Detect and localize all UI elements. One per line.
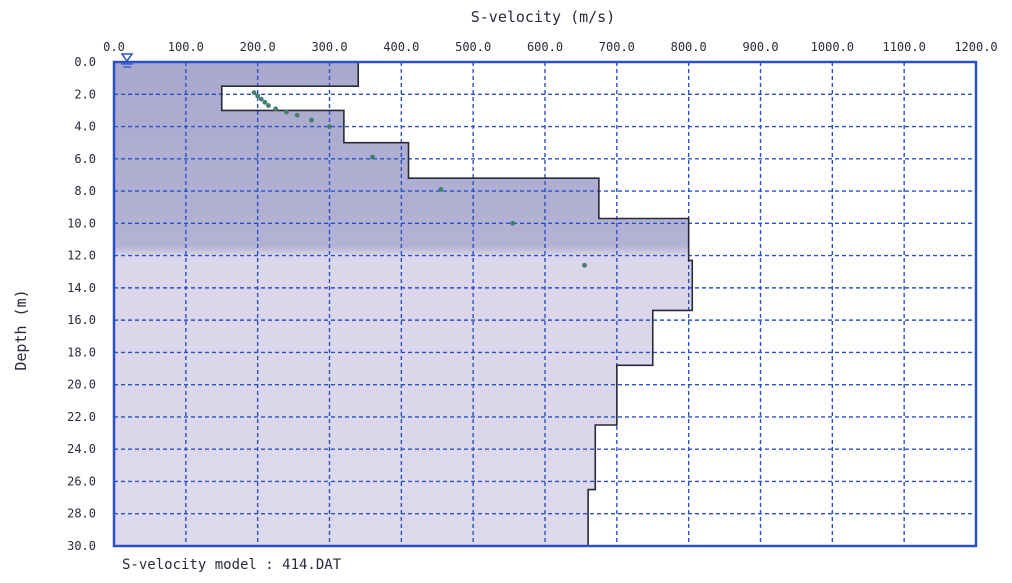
observed-point: [284, 109, 289, 115]
observed-point: [273, 106, 279, 112]
y-tick-label: 10.0: [67, 216, 96, 230]
plot-frame: [112, 60, 978, 548]
x-tick-label: 800.0: [671, 40, 707, 54]
y-tick-label: 16.0: [67, 313, 96, 327]
y-tick-label: 12.0: [67, 249, 96, 263]
observed-point: [251, 90, 257, 96]
x-tick-label: 100.0: [168, 40, 204, 54]
y-tick-label: 6.0: [74, 152, 96, 166]
y-tick-label: 8.0: [74, 184, 96, 198]
observed-point: [262, 99, 268, 105]
observed-point: [327, 124, 332, 129]
observed-point: [510, 220, 516, 226]
y-tick-label: 26.0: [67, 474, 96, 488]
observed-point: [294, 112, 300, 118]
y-tick-label: 14.0: [67, 281, 96, 295]
surface-triangle-icon: [120, 53, 134, 63]
observed-point: [438, 187, 444, 192]
surface-marker: [120, 53, 134, 68]
velocity-model-line: [220, 62, 694, 546]
y-tick-label: 2.0: [74, 87, 96, 101]
observed-point: [266, 103, 271, 108]
x-tick-label: 300.0: [311, 40, 347, 54]
observed-point: [255, 93, 261, 99]
x-tick-label: 900.0: [742, 40, 778, 54]
model-step-line: [220, 62, 694, 546]
velocity-area: [114, 62, 693, 546]
y-tick-label: 20.0: [67, 378, 96, 392]
x-tick-label: 500.0: [455, 40, 491, 54]
observed-point: [309, 117, 314, 123]
x-tick-labels: 0.0 100.0 200.0 300.0 400.0 500.0 600.0 700.0 80…: [103, 40, 998, 54]
y-tick-label: 0.0: [74, 55, 96, 69]
x-tick-label: 200.0: [240, 40, 276, 54]
y-tick-label: 28.0: [67, 507, 96, 521]
y-tick-labels: 0.0 2.0 4.0 6.0 8.0 10.0 12.0 14.0 16.0 18.0 20.0 2…: [67, 55, 96, 553]
observed-point: [582, 262, 587, 268]
x-tick-label: 400.0: [383, 40, 419, 54]
y-tick-label: 24.0: [67, 442, 96, 456]
observed-point: [258, 96, 264, 102]
x-tick-label: 1000.0: [811, 40, 854, 54]
y-axis-label: Depth (m): [12, 289, 30, 370]
x-tick-label: 0.0: [103, 40, 125, 54]
observed-point: [370, 154, 375, 160]
x-tick-label: 600.0: [527, 40, 563, 54]
grid-lines: [114, 62, 976, 546]
y-tick-label: 22.0: [67, 410, 96, 424]
velocity-fill: [114, 62, 693, 546]
x-tick-label: 1200.0: [954, 40, 997, 54]
x-tick-label: 1100.0: [882, 40, 925, 54]
chart-title: S-velocity (m/s): [471, 8, 616, 26]
observed-points: [251, 90, 587, 268]
y-tick-label: 30.0: [67, 539, 96, 553]
y-tick-label: 4.0: [74, 120, 96, 134]
y-tick-label: 18.0: [67, 345, 96, 359]
x-tick-label: 700.0: [599, 40, 635, 54]
model-caption: S-velocity model : 414.DAT: [122, 557, 342, 573]
